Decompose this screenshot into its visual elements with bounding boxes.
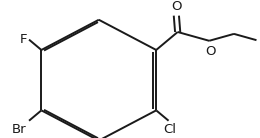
Text: Cl: Cl bbox=[163, 123, 176, 136]
Text: F: F bbox=[20, 33, 28, 46]
Text: O: O bbox=[205, 45, 216, 58]
Text: Br: Br bbox=[12, 123, 27, 136]
Text: O: O bbox=[171, 0, 182, 13]
